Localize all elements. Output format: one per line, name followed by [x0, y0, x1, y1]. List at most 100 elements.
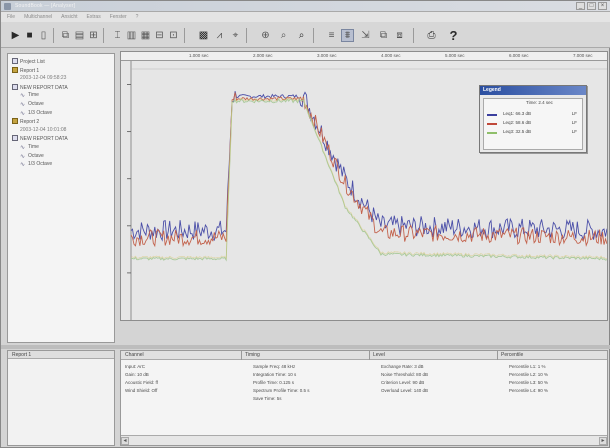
tree-item[interactable]: Report 1	[12, 66, 40, 74]
column-level[interactable]: Level	[373, 352, 385, 358]
tree-item[interactable]: ∿ Octave	[20, 101, 44, 108]
scroll-left-icon[interactable]: ◂	[121, 437, 129, 445]
legend-label: Leq3: 32.5 dB	[503, 129, 532, 134]
legend-box[interactable]: Legend Time: 2.4 sec Leq1: 66.3 dB LF Le…	[479, 85, 587, 153]
legend-row: Leq2: 58.6 dB LF	[487, 120, 581, 127]
channel-setting: Acoustic Field: ff	[125, 380, 158, 385]
tree-item-label: 2003-12-04 09:58:23	[20, 75, 67, 82]
ruler-tick-label: 3.000 sec	[317, 53, 337, 58]
paste-icon[interactable]: ▤	[74, 30, 85, 41]
octave-icon[interactable]: ▥	[126, 30, 137, 41]
lines-icon[interactable]: ≡	[328, 30, 335, 41]
report-icon	[12, 118, 18, 125]
marker-icon[interactable]: ⊡	[169, 30, 178, 41]
overlay-icon[interactable]: ⩩	[341, 29, 354, 42]
channel-icon[interactable]: ⊞	[89, 30, 98, 41]
legend-weighting: LF	[571, 111, 577, 116]
measure-icon[interactable]: ⌶	[114, 30, 121, 41]
compare-icon[interactable]: ⧈	[396, 30, 403, 41]
report-list-header[interactable]: Report 1	[8, 351, 114, 359]
save-icon[interactable]: ■	[26, 30, 33, 41]
tree-item[interactable]: ∿ 1/3 Octave	[20, 110, 52, 117]
scroll-right-icon[interactable]: ▸	[599, 437, 607, 445]
column-percentile[interactable]: Percentile	[501, 352, 524, 358]
zoom-out-icon[interactable]: ⌕	[298, 30, 305, 41]
menu-file[interactable]: File	[7, 14, 16, 20]
tree-item-label: Time	[28, 144, 39, 150]
level-icon[interactable]: ⊟	[155, 30, 164, 41]
timing-setting: Sample Freq: 48 kHz	[253, 364, 296, 369]
new-document-icon[interactable]: ▯	[40, 30, 47, 41]
report-icon	[12, 66, 18, 73]
close-button[interactable]: ×	[598, 2, 607, 10]
horizontal-splitter[interactable]	[1, 345, 610, 349]
tree-item[interactable]: 2003-12-04 10:01:08	[20, 127, 66, 134]
legend-swatch	[487, 132, 497, 134]
search-icon[interactable]: ⌕	[280, 30, 287, 41]
tree-item[interactable]: ∿ Time	[20, 92, 39, 99]
ruler-tick-label: 1.000 sec	[189, 53, 209, 58]
zoom-in-icon[interactable]: ⊕	[261, 30, 270, 41]
export-icon[interactable]: ⇲	[361, 30, 370, 41]
tree-item[interactable]: Report 2	[12, 118, 39, 125]
print-icon[interactable]: ⎙	[427, 30, 436, 41]
title-bar: SoundBook — [Analyser] _ □ ×	[1, 1, 610, 12]
report-list-panel: Report 1	[7, 350, 115, 446]
tree-item-label: Report 1	[20, 67, 40, 74]
column-channel[interactable]: Channel	[125, 352, 144, 358]
tree-item-label: 1/3 Octave	[28, 161, 53, 168]
level-setting: Noise Threshold: 80 dB	[381, 372, 428, 377]
legend-row: Leq1: 66.3 dB LF	[487, 111, 581, 118]
minimize-button[interactable]: _	[576, 2, 585, 10]
level-setting: Criterion Level: 90 dB	[381, 380, 425, 385]
series-line	[130, 98, 607, 262]
timing-setting: Integration Time: 10 s	[253, 372, 297, 377]
percentile-setting: Percentile L2: 10 %	[509, 372, 549, 377]
tree-item[interactable]: ∿ 1/3 Octave	[20, 161, 52, 168]
window-controls: _ □ ×	[576, 2, 607, 10]
channel-setting: Input: ArC	[125, 364, 146, 369]
ruler-tick-label: 4.000 sec	[381, 53, 401, 58]
menu-help[interactable]: ?	[135, 14, 139, 20]
cursor-icon[interactable]: ⌖	[232, 30, 239, 41]
menu-multichannel[interactable]: Multichannel	[24, 14, 53, 20]
tree-item-label: NEW REPORT DATA	[20, 136, 68, 143]
menu-extras[interactable]: Extras	[86, 14, 101, 20]
legend-row: Leq3: 32.5 dB LF	[487, 129, 581, 136]
legend-body: Time: 2.4 sec Leq1: 66.3 dB LF Leq2: 58.…	[483, 98, 583, 150]
chart-icon[interactable]: ⩘	[216, 30, 223, 41]
legend-label: Leq1: 66.3 dB	[503, 111, 532, 116]
timing-setting: Spectrum Profile Time: 0.5 s	[253, 388, 310, 393]
legend-swatch	[487, 114, 497, 116]
timing-setting: Profile Time: 0.125 s	[253, 380, 295, 385]
help-icon[interactable]: ?	[449, 28, 458, 43]
waveform-icon: ∿	[20, 102, 26, 108]
tree-item[interactable]: ∿ Octave	[20, 153, 44, 160]
window-title: SoundBook — [Analyser]	[15, 3, 76, 9]
report-icon[interactable]: ▩	[198, 30, 209, 41]
menu-fenster[interactable]: Fenster	[109, 14, 127, 20]
column-timing[interactable]: Timing	[245, 352, 260, 358]
spectrum-icon[interactable]: ▦	[140, 30, 151, 41]
menu-ansicht[interactable]: Ansicht	[61, 14, 78, 20]
series-line	[130, 92, 607, 248]
waveform-icon: ∿	[20, 153, 26, 160]
maximize-button[interactable]: □	[587, 2, 596, 10]
tree-item[interactable]: NEW REPORT DATA	[12, 135, 68, 142]
waveform-icon: ∿	[20, 110, 26, 117]
folder-icon	[12, 135, 18, 142]
percentile-setting: Percentile L3: 50 %	[509, 380, 549, 385]
tree-item[interactable]: NEW REPORT DATA	[12, 83, 68, 91]
open-icon[interactable]: ▶	[11, 30, 20, 41]
tree-item[interactable]: Project List	[12, 58, 45, 65]
windows-icon[interactable]: ⧉	[379, 30, 388, 41]
horizontal-scrollbar[interactable]: ◂ ▸	[121, 435, 607, 445]
legend-label: Leq2: 58.6 dB	[503, 120, 532, 125]
tree-item[interactable]: ∿ Time	[20, 144, 39, 151]
level-setting: Exchange Rate: 3 dB	[381, 364, 424, 369]
settings-info-panel: Channel Timing Level Percentile Input: A…	[120, 350, 608, 446]
copy-icon[interactable]: ⧉	[61, 30, 70, 41]
tree-item[interactable]: 2003-12-04 09:58:23	[20, 75, 66, 82]
toolbar: ▶ ■ ▯ ⧉ ▤ ⊞ ⌶ ▥ ▦ ⊟ ⊡ ▩ ⩘ ⌖ ⊕ ⌕ ⌕ ≡ ⩩ ⇲ …	[1, 22, 610, 48]
